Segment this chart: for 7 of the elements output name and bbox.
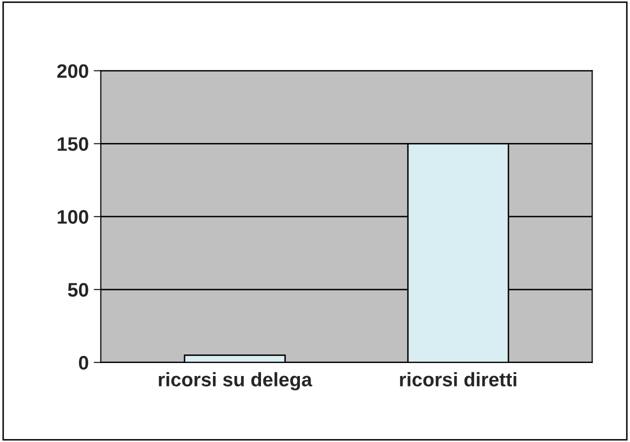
x-tick-label: ricorsi diretti — [400, 372, 516, 386]
y-tick-label: 100 — [58, 210, 88, 224]
y-tick-label: 50 — [68, 282, 88, 297]
y-tick-label: 150 — [58, 137, 88, 151]
y-tick-label: 0 — [78, 356, 88, 370]
x-tick-label: ricorsi su delega — [158, 372, 312, 390]
y-tick-label: 200 — [57, 64, 88, 78]
